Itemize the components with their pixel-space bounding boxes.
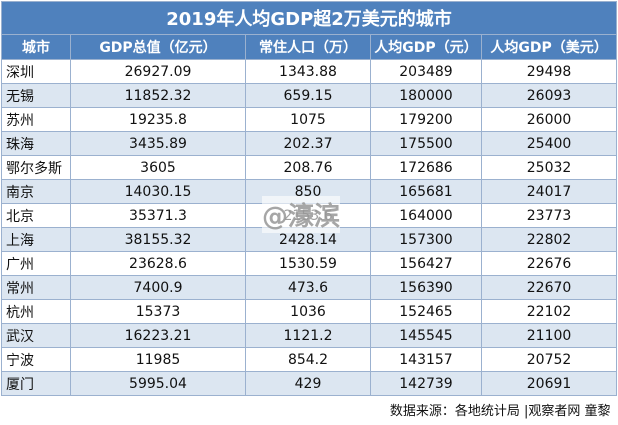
city-cell: 上海 <box>1 227 71 252</box>
cell: 26000 <box>480 107 618 132</box>
column-header: 人均GDP（元） <box>370 34 482 60</box>
city-cell: 杭州 <box>1 299 71 324</box>
cell: 24017 <box>480 179 618 204</box>
cell: 203489 <box>370 59 482 84</box>
cell: 172686 <box>370 155 482 180</box>
cell: 429 <box>245 371 371 396</box>
cell: 22102 <box>480 299 618 324</box>
cell: 23773 <box>480 203 618 228</box>
cell: 35371.3 <box>70 203 246 228</box>
cell: 3435.89 <box>70 131 246 156</box>
cell: 11852.32 <box>70 83 246 108</box>
city-cell: 武汉 <box>1 323 71 348</box>
city-cell: 厦门 <box>1 371 71 396</box>
table-row: 杭州 15373 1036 152465 22102 <box>1 299 618 324</box>
table-row: 宁波 11985 854.2 143157 20752 <box>1 347 618 372</box>
column-header: 常住人口（万） <box>245 34 371 60</box>
city-cell: 苏州 <box>1 107 71 132</box>
cell: 156390 <box>370 275 482 300</box>
city-cell: 无锡 <box>1 83 71 108</box>
table-title: 2019年人均GDP超2万美元的城市 <box>0 1 618 35</box>
cell: 29498 <box>480 59 618 84</box>
table-body: 深圳 26927.09 1343.88 203489 29498 无锡 11852.32 65… <box>1 59 618 396</box>
cell: 25400 <box>480 131 618 156</box>
cell: 180000 <box>370 83 482 108</box>
source-note: 数据来源：各地统计局 |观察者网 童黎 <box>389 403 611 419</box>
cell: 22676 <box>480 251 618 276</box>
cell: 152465 <box>370 299 482 324</box>
cell: 38155.32 <box>70 227 246 252</box>
cell: 16223.21 <box>70 323 246 348</box>
cell: 20752 <box>480 347 618 372</box>
cell: 1036 <box>245 299 371 324</box>
city-cell: 北京 <box>1 203 71 228</box>
table-row: 常州 7400.9 473.6 156390 22670 <box>1 275 618 300</box>
city-cell: 深圳 <box>1 59 71 84</box>
table-row: 上海 38155.32 2428.14 157300 22802 <box>1 227 618 252</box>
cell: 202.37 <box>245 131 371 156</box>
city-cell: 鄂尔多斯 <box>1 155 71 180</box>
cell: 26927.09 <box>70 59 246 84</box>
cell: 157300 <box>370 227 482 252</box>
cell: 1343.88 <box>245 59 371 84</box>
cell: 208.76 <box>245 155 371 180</box>
cell: 175500 <box>370 131 482 156</box>
cell: 1530.59 <box>245 251 371 276</box>
cell: 5995.04 <box>70 371 246 396</box>
column-header: 城市 <box>1 34 71 60</box>
cell: 21100 <box>480 323 618 348</box>
city-cell: 广州 <box>1 251 71 276</box>
cell: 19235.8 <box>70 107 246 132</box>
column-header: GDP总值（亿元） <box>70 34 246 60</box>
cell: 3605 <box>70 155 246 180</box>
cell: 22670 <box>480 275 618 300</box>
city-cell: 珠海 <box>1 131 71 156</box>
table-row: 无锡 11852.32 659.15 180000 26093 <box>1 83 618 108</box>
cell: 473.6 <box>245 275 371 300</box>
cell: 156427 <box>370 251 482 276</box>
cell: 142739 <box>370 371 482 396</box>
cell: 23628.6 <box>70 251 246 276</box>
cell: 7400.9 <box>70 275 246 300</box>
city-cell: 宁波 <box>1 347 71 372</box>
cell: 179200 <box>370 107 482 132</box>
column-header: 人均GDP（美元） <box>480 34 618 60</box>
cell: 143157 <box>370 347 482 372</box>
city-cell: 南京 <box>1 179 71 204</box>
city-cell: 常州 <box>1 275 71 300</box>
cell: 14030.15 <box>70 179 246 204</box>
cell: 165681 <box>370 179 482 204</box>
table-row: 武汉 16223.21 1121.2 145545 21100 <box>1 323 618 348</box>
table-row: 厦门 5995.04 429 142739 20691 <box>1 371 618 396</box>
table-row: 深圳 26927.09 1343.88 203489 29498 <box>1 59 618 84</box>
table-row: 珠海 3435.89 202.37 175500 25400 <box>1 131 618 156</box>
table-row: 鄂尔多斯 3605 208.76 172686 25032 <box>1 155 618 180</box>
header-row: 城市 GDP总值（亿元） 常住人口（万） 人均GDP（元） 人均GDP（美元） <box>1 34 618 60</box>
table-row: 苏州 19235.8 1075 179200 26000 <box>1 107 618 132</box>
cell: 15373 <box>70 299 246 324</box>
cell: 659.15 <box>245 83 371 108</box>
cell: 1075 <box>245 107 371 132</box>
cell: 1121.2 <box>245 323 371 348</box>
cell: 26093 <box>480 83 618 108</box>
cell: 25032 <box>480 155 618 180</box>
cell: 11985 <box>70 347 246 372</box>
cell: 20691 <box>480 371 618 396</box>
table-row: 广州 23628.6 1530.59 156427 22676 <box>1 251 618 276</box>
cell: 854.2 <box>245 347 371 372</box>
cell: 145545 <box>370 323 482 348</box>
cell: 164000 <box>370 203 482 228</box>
cell: 22802 <box>480 227 618 252</box>
watermark: @濠滨 <box>262 196 341 233</box>
